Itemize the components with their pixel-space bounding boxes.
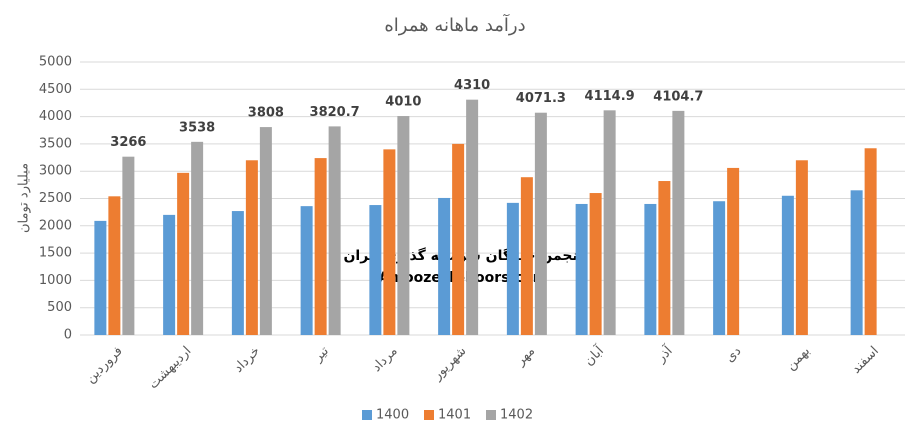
y-tick-label: 5000 bbox=[39, 55, 72, 70]
x-tick-label: مرداد bbox=[369, 344, 400, 375]
bar bbox=[603, 110, 616, 335]
x-tick-label: خرداد bbox=[231, 344, 263, 376]
bar bbox=[383, 149, 396, 335]
legend-swatch bbox=[424, 410, 434, 420]
x-tick-label: مهر bbox=[513, 344, 539, 370]
chart-title: درآمد ماهانه همراه bbox=[384, 13, 525, 36]
x-tick-label: دی bbox=[723, 344, 745, 366]
bar bbox=[369, 205, 382, 335]
data-label: 4114.9 bbox=[585, 89, 635, 104]
y-tick-label: 3000 bbox=[39, 164, 72, 179]
bar bbox=[534, 112, 547, 335]
data-label: 3538 bbox=[179, 120, 215, 135]
x-tick-label: تیر bbox=[310, 343, 332, 365]
data-label: 3820.7 bbox=[310, 105, 360, 120]
bar bbox=[245, 160, 258, 335]
bar bbox=[520, 177, 533, 335]
bar bbox=[781, 195, 794, 335]
bar bbox=[300, 206, 313, 335]
legend-swatch bbox=[362, 410, 372, 420]
bar bbox=[191, 141, 204, 335]
legend-swatch bbox=[486, 410, 496, 420]
bar bbox=[672, 110, 685, 335]
legend-label: 1400 bbox=[376, 408, 409, 423]
y-tick-label: 2500 bbox=[39, 191, 72, 206]
legend-label: 1401 bbox=[438, 408, 471, 423]
bar bbox=[864, 148, 877, 335]
bar bbox=[452, 143, 465, 335]
bar bbox=[727, 167, 740, 335]
bar bbox=[850, 190, 863, 335]
y-tick-label: 1500 bbox=[39, 246, 72, 261]
data-label: 4104.7 bbox=[653, 89, 703, 104]
bar bbox=[177, 172, 190, 335]
data-label: 3266 bbox=[110, 135, 146, 150]
x-tick-label: بهمن bbox=[783, 344, 813, 374]
bar bbox=[438, 197, 451, 335]
bar bbox=[795, 160, 808, 335]
y-tick-label: 0 bbox=[64, 328, 72, 343]
y-tick-label: 4500 bbox=[39, 82, 72, 97]
y-tick-label: 4000 bbox=[39, 109, 72, 124]
bar bbox=[466, 99, 479, 335]
x-tick-label: آبان bbox=[580, 341, 608, 369]
x-tick-label: آذر bbox=[652, 341, 677, 366]
legend-label: 1402 bbox=[500, 408, 533, 423]
bar bbox=[163, 214, 176, 335]
bar bbox=[231, 211, 244, 335]
bar bbox=[259, 127, 272, 336]
bar bbox=[108, 196, 121, 335]
bar bbox=[658, 181, 671, 335]
x-tick-label: اردیبهشت bbox=[146, 344, 194, 392]
y-tick-label: 1000 bbox=[39, 273, 72, 288]
x-tick-label: اسفند bbox=[849, 344, 882, 377]
bar bbox=[94, 220, 107, 335]
x-tick-label: شهریور bbox=[429, 344, 469, 384]
x-tick-label: فروردین bbox=[83, 344, 126, 387]
bar bbox=[328, 126, 341, 336]
data-label: 4071.3 bbox=[516, 91, 566, 106]
data-label: 3808 bbox=[248, 106, 284, 121]
y-axis-label: میلیارد تومان bbox=[17, 163, 32, 233]
bar bbox=[397, 116, 410, 335]
y-tick-label: 2000 bbox=[39, 218, 72, 233]
bar bbox=[506, 202, 519, 335]
y-tick-label: 3500 bbox=[39, 136, 72, 151]
bar bbox=[122, 156, 135, 335]
y-tick-label: 500 bbox=[47, 300, 72, 315]
bar bbox=[589, 193, 602, 335]
bar bbox=[713, 201, 726, 335]
bar bbox=[644, 203, 657, 335]
bar bbox=[575, 203, 588, 335]
data-label: 4310 bbox=[454, 78, 490, 93]
data-label: 4010 bbox=[385, 95, 421, 110]
bar bbox=[314, 158, 327, 335]
